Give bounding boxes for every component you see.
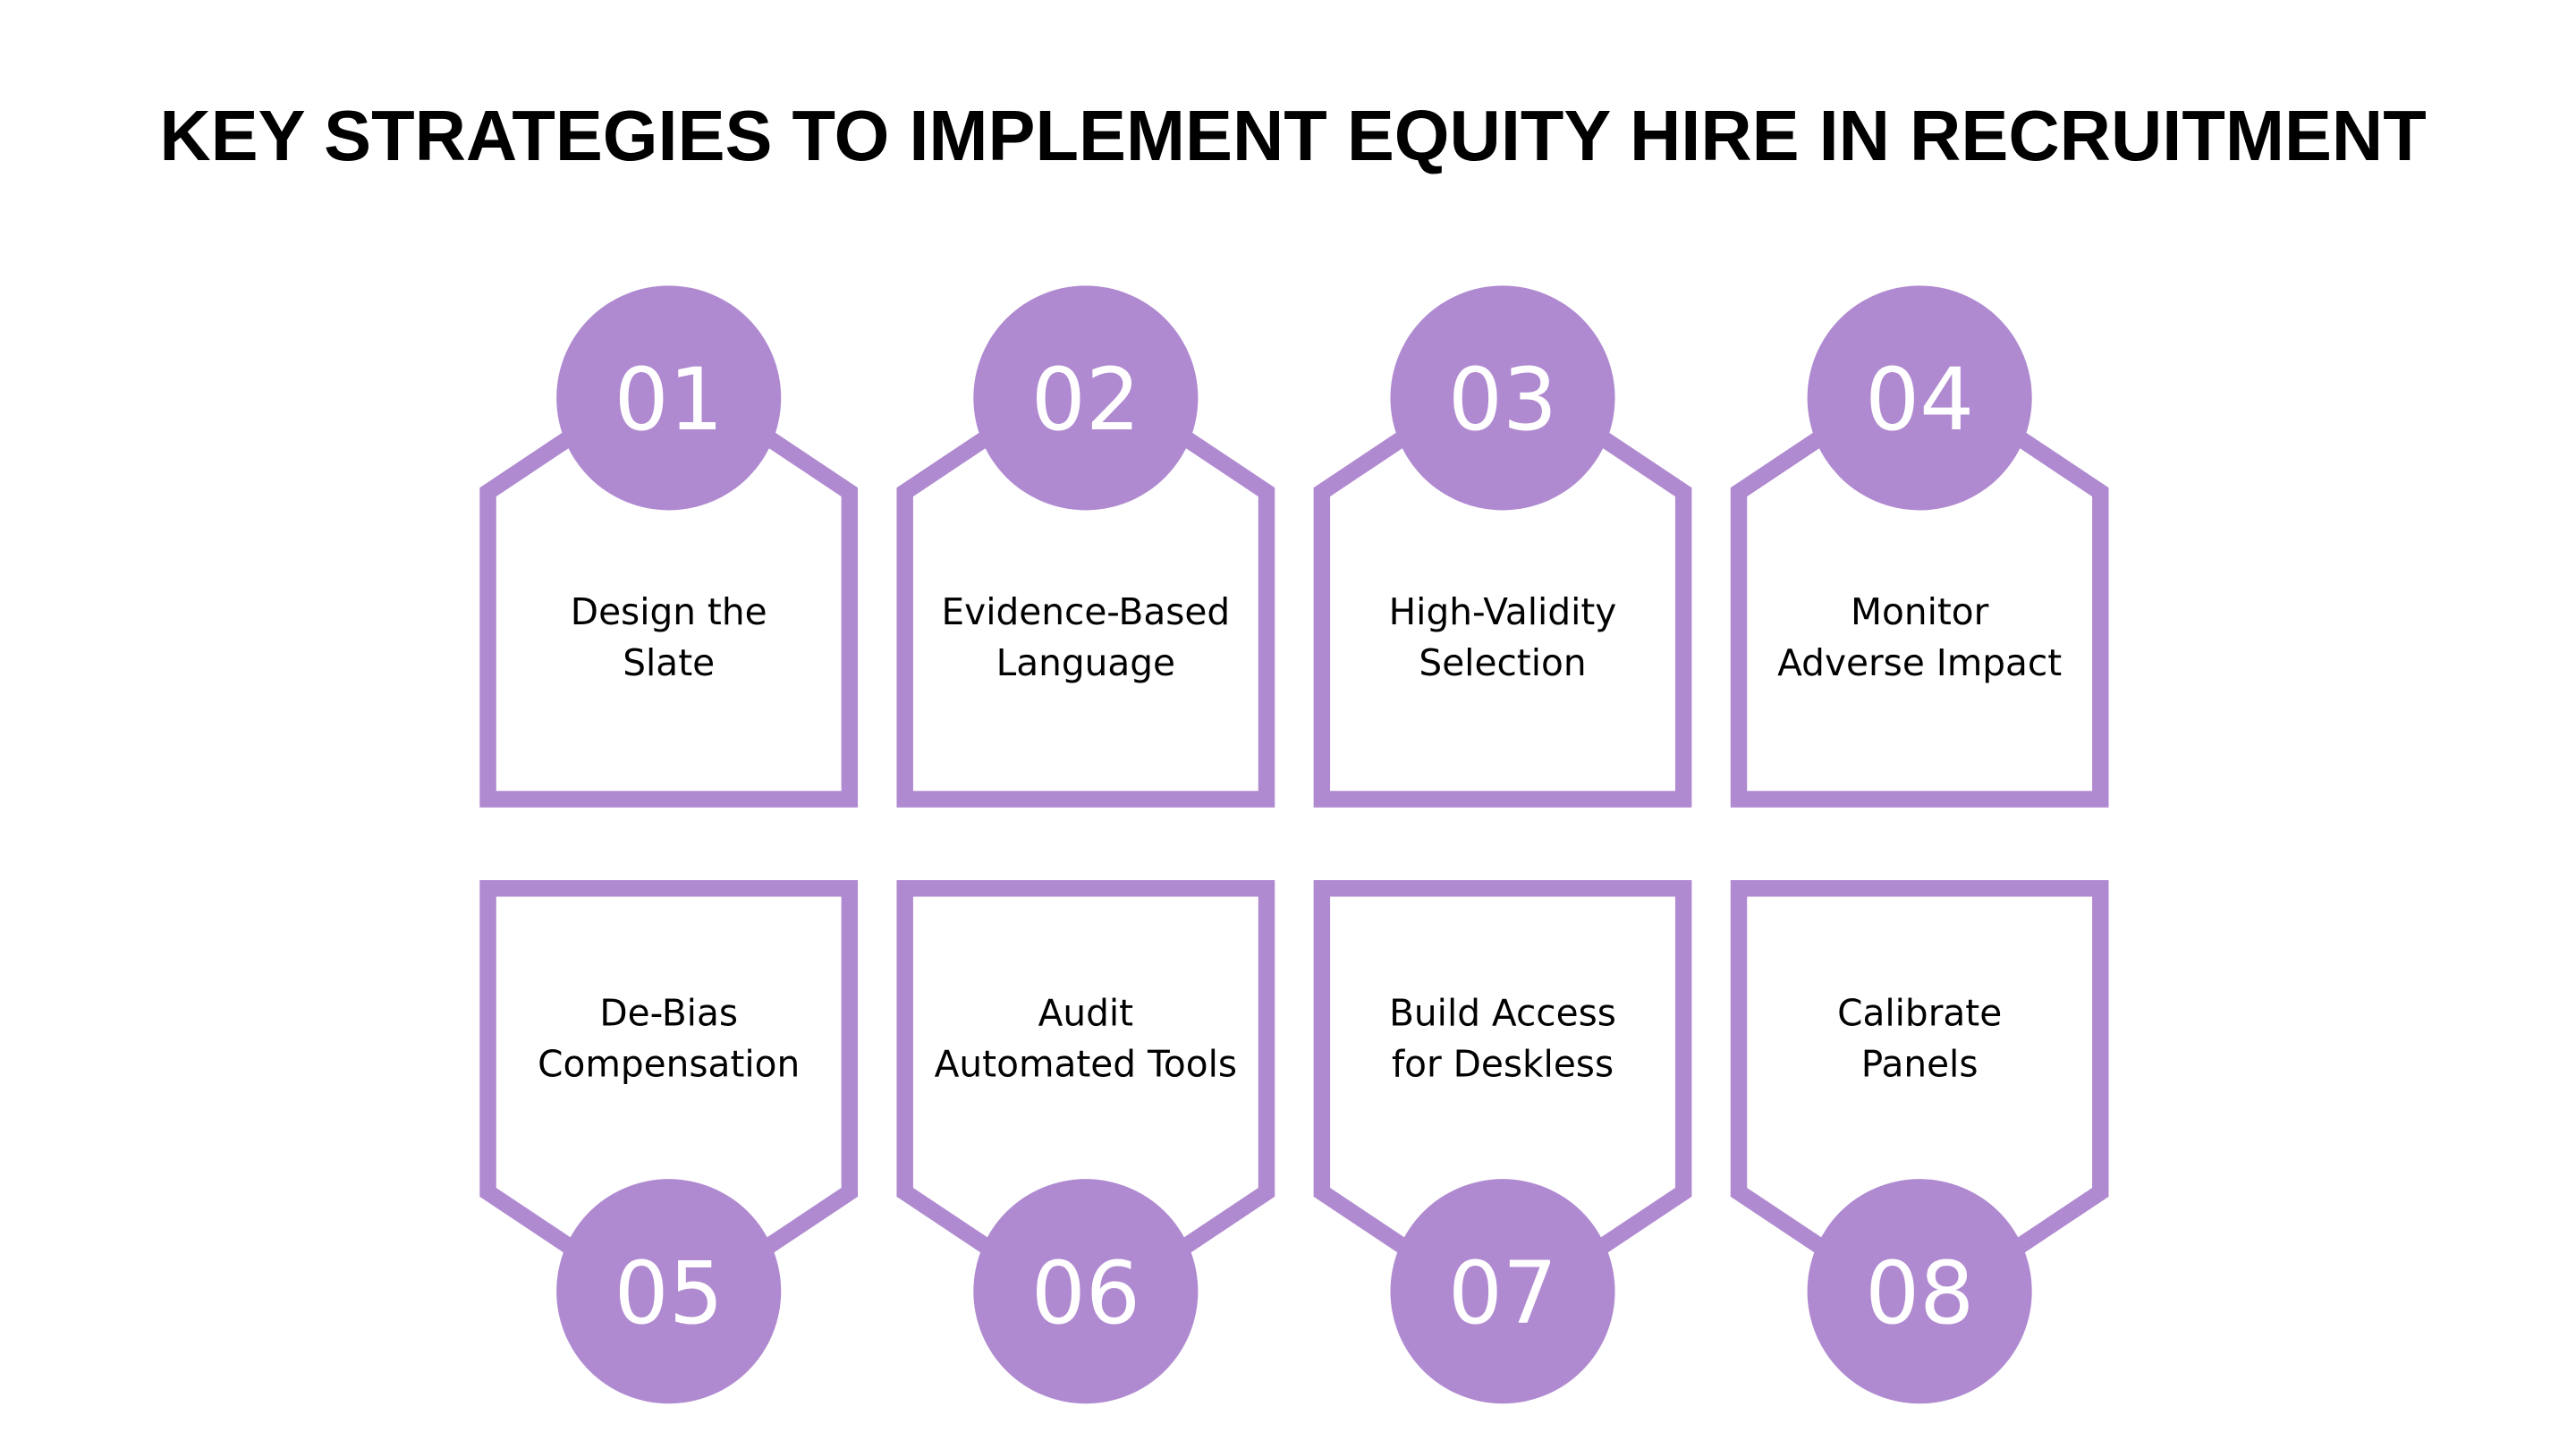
step-number: 01 bbox=[614, 350, 724, 450]
step-label-line2: for Deskless bbox=[1392, 1043, 1614, 1086]
number-badge bbox=[556, 285, 782, 511]
step-number: 08 bbox=[1865, 1243, 1974, 1343]
strategy-card: 03 High-Validity Selection bbox=[1313, 285, 1692, 808]
strategy-card: 01 Design the Slate bbox=[479, 285, 859, 808]
step-label-line1: High-Validity bbox=[1389, 590, 1617, 633]
strategy-card: 07 Build Access for Deskless bbox=[1313, 880, 1692, 1404]
step-number: 03 bbox=[1448, 350, 1557, 450]
step-label-line1: Evidence-Based bbox=[942, 590, 1231, 633]
step-label-line2: Language bbox=[996, 641, 1175, 684]
step-label-line1: Design the bbox=[571, 590, 767, 633]
strategy-card: 06 Audit Automated Tools bbox=[896, 880, 1275, 1404]
strategy-card: 08 Calibrate Panels bbox=[1730, 880, 2109, 1404]
step-label-line2: Panels bbox=[1861, 1043, 1979, 1086]
number-badge bbox=[973, 1179, 1199, 1404]
step-label-line1: Calibrate bbox=[1837, 991, 2002, 1034]
step-number: 02 bbox=[1031, 350, 1140, 450]
number-badge bbox=[1390, 285, 1615, 511]
step-label-line1: Audit bbox=[1038, 991, 1134, 1034]
strategy-card: 05 De-Bias Compensation bbox=[479, 880, 859, 1404]
step-label-line1: De-Bias bbox=[599, 991, 738, 1034]
number-badge bbox=[1807, 285, 2032, 511]
step-number: 05 bbox=[614, 1243, 724, 1343]
step-label-line2: Compensation bbox=[538, 1043, 800, 1086]
step-number: 06 bbox=[1031, 1243, 1140, 1343]
strategy-card: 02 Evidence-Based Language bbox=[896, 285, 1275, 808]
step-label-line2: Slate bbox=[623, 641, 715, 684]
number-badge bbox=[1807, 1179, 2032, 1404]
step-label-line2: Automated Tools bbox=[935, 1043, 1237, 1086]
step-label-line1: Build Access bbox=[1389, 991, 1616, 1034]
page-title: KEY STRATEGIES TO IMPLEMENT EQUITY HIRE … bbox=[159, 96, 2426, 175]
strategy-card: 04 Monitor Adverse Impact bbox=[1730, 285, 2109, 808]
step-label-line2: Selection bbox=[1419, 641, 1586, 684]
step-number: 04 bbox=[1865, 350, 1974, 450]
number-badge bbox=[1390, 1179, 1615, 1404]
number-badge bbox=[556, 1179, 782, 1404]
step-label-line2: Adverse Impact bbox=[1777, 641, 2062, 684]
number-badge bbox=[973, 285, 1199, 511]
step-label-line1: Monitor bbox=[1851, 590, 1989, 633]
step-number: 07 bbox=[1448, 1243, 1557, 1343]
